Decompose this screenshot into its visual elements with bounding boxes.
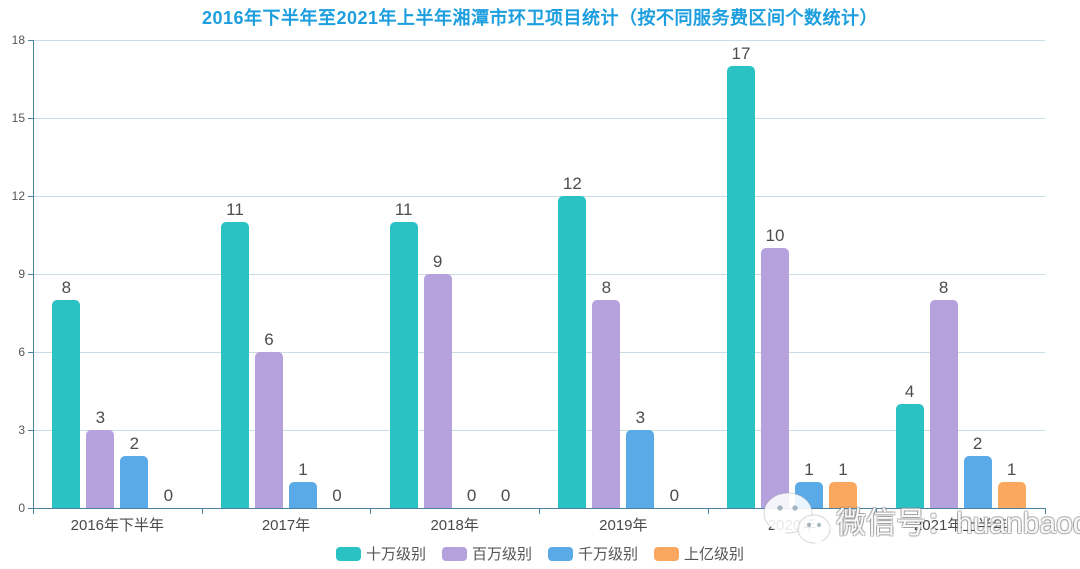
y-axis-label: 3: [18, 423, 25, 437]
x-axis-label: 2019年: [599, 517, 648, 534]
y-axis-label: 15: [11, 111, 25, 125]
bar-value-label: 11: [394, 200, 413, 219]
x-axis-tick: [707, 509, 709, 514]
bar-value-label: 17: [731, 44, 751, 63]
legend-label: 上亿级别: [684, 546, 745, 563]
bar-value-label: 0: [669, 486, 680, 505]
bar-千万级别: [795, 482, 823, 508]
x-axis-line: [33, 508, 1046, 509]
bar-百万级别: [761, 248, 789, 508]
y-axis-label: 0: [18, 501, 25, 515]
bar-value-label: 0: [163, 486, 174, 505]
bar-value-label: 0: [466, 486, 477, 505]
bar-上亿级别: [997, 482, 1026, 508]
y-axis-label: 12: [11, 189, 25, 203]
bar-value-label: 0: [500, 486, 511, 505]
legend-label: 百万级别: [471, 546, 532, 563]
x-axis-tick: [201, 509, 203, 514]
y-axis-tick: [28, 118, 33, 119]
bar-value-label: 8: [601, 278, 612, 297]
bar-十万级别: [558, 196, 587, 508]
bar-value-label: 10: [765, 226, 785, 245]
legend-item-上亿级别[interactable]: 上亿级别: [654, 543, 744, 564]
x-axis-label: 2021年上半年: [913, 517, 1008, 534]
y-axis-label: 6: [18, 345, 25, 359]
bar-十万级别: [389, 222, 418, 508]
legend-marker-icon: [441, 546, 467, 561]
bar-value-label: 1: [838, 460, 848, 479]
bar-value-label: 8: [61, 278, 72, 297]
x-axis-label: 2018年: [430, 517, 479, 534]
bar-十万级别: [895, 404, 924, 508]
bar-value-label: 11: [226, 200, 244, 219]
chart-title: 2016年下半年至2021年上半年湘潭市环卫项目统计（按不同服务费区间个数统计）: [201, 8, 879, 28]
legend-item-千万级别[interactable]: 千万级别: [548, 543, 638, 564]
bar-value-label: 3: [95, 408, 106, 427]
x-axis-tick: [33, 509, 34, 514]
x-axis-tick: [370, 509, 372, 514]
x-axis-label: 2020年: [767, 517, 817, 534]
gridline: [33, 352, 1045, 353]
bar-value-label: 8: [938, 278, 949, 297]
y-axis-tick: [28, 352, 33, 353]
y-axis-tick: [28, 430, 33, 431]
bar-百万级别: [86, 430, 115, 508]
legend-item-十万级别[interactable]: 十万级别: [335, 543, 426, 564]
x-axis-tick: [1045, 509, 1046, 514]
bar-十万级别: [52, 300, 81, 508]
y-axis-tick: [28, 508, 33, 509]
x-axis-tick: [539, 509, 540, 514]
legend-label: 千万级别: [578, 546, 639, 563]
bar-value-label: 6: [264, 330, 274, 349]
legend-marker-icon: [335, 546, 361, 561]
gridline: [33, 274, 1045, 275]
y-axis-tick: [28, 196, 33, 197]
gridline: [33, 196, 1045, 197]
bar-value-label: 4: [904, 382, 915, 401]
bar-value-label: 3: [635, 408, 646, 427]
bar-value-label: 2: [972, 434, 983, 453]
bar-百万级别: [929, 300, 958, 508]
legend-label: 十万级别: [365, 546, 426, 563]
x-axis-tick: [876, 509, 878, 514]
bar-value-label: 1: [298, 460, 308, 479]
bar-千万级别: [963, 456, 992, 508]
legend-marker-icon: [548, 546, 573, 561]
bar-千万级别: [120, 456, 149, 508]
bar-value-label: 9: [432, 252, 443, 271]
legend: 十万级别 百万级别 千万级别 上亿级别: [0, 543, 1080, 564]
y-axis-tick: [28, 274, 33, 275]
bar-百万级别: [592, 300, 621, 508]
bar-十万级别: [221, 222, 249, 508]
y-axis-tick: [28, 40, 33, 41]
bar-value-label: 2: [129, 434, 140, 453]
bar-百万级别: [255, 352, 283, 508]
y-axis-label: 9: [18, 267, 25, 281]
x-axis-label: 2017年: [261, 517, 311, 534]
bar-value-label: 12: [562, 174, 582, 193]
legend-marker-icon: [654, 546, 680, 561]
gridline: [33, 430, 1045, 431]
y-axis-line: [33, 40, 34, 509]
legend-item-百万级别[interactable]: 百万级别: [441, 543, 532, 564]
gridline: [33, 40, 1045, 41]
bar-千万级别: [289, 482, 317, 508]
bar-千万级别: [626, 430, 655, 508]
bar-十万级别: [727, 66, 755, 508]
bar-value-label: 0: [332, 486, 342, 505]
gridline: [33, 118, 1045, 119]
bar-value-label: 1: [1006, 460, 1017, 479]
bar-上亿级别: [829, 482, 857, 508]
x-axis-label: 2016年下半年: [70, 517, 165, 534]
bar-百万级别: [423, 274, 452, 508]
y-axis-label: 18: [11, 33, 25, 47]
bar-value-label: 1: [804, 460, 814, 479]
